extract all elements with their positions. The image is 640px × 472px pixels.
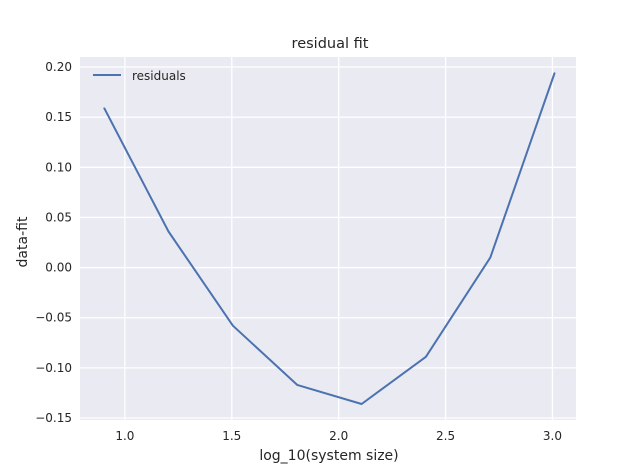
data-point (425, 356, 427, 358)
x-tick-labels: 1.0 1.5 2.0 2.5 3.0 (115, 429, 562, 443)
y-tick-label: 0.00 (45, 261, 72, 275)
data-point (553, 72, 556, 74)
legend: residuals (93, 69, 186, 83)
x-tick-label: 2.5 (436, 429, 455, 443)
grid (80, 57, 576, 420)
x-tick-label: 1.5 (222, 429, 241, 443)
x-tick-label: 3.0 (543, 429, 562, 443)
y-tick-label: 0.05 (45, 210, 72, 224)
y-tick-label: −0.15 (35, 411, 72, 425)
plot-area (80, 57, 576, 420)
data-point (167, 230, 170, 233)
data-point (296, 384, 299, 386)
chart-title: residual fit (292, 36, 369, 52)
y-tick-label: −0.05 (35, 311, 72, 325)
y-axis-label: data-fit (15, 216, 31, 267)
y-tick-label: 0.20 (45, 60, 72, 74)
x-axis-label: log_10(system size) (259, 448, 398, 464)
series-line-residuals (103, 72, 556, 405)
data-point (489, 256, 492, 259)
x-tick-label: 1.0 (115, 429, 134, 443)
series-layer (103, 72, 556, 405)
y-tick-label: 0.10 (45, 160, 72, 174)
data-point (360, 403, 363, 405)
y-tick-label: 0.15 (45, 110, 72, 124)
y-tick-labels: −0.15 −0.10 −0.05 0.00 0.05 0.10 0.15 0.20 (35, 60, 72, 425)
x-tick-label: 2.0 (329, 429, 348, 443)
data-point (232, 324, 234, 327)
data-point (103, 107, 105, 109)
y-tick-label: −0.10 (35, 361, 72, 375)
legend-label-residuals: residuals (132, 69, 186, 83)
